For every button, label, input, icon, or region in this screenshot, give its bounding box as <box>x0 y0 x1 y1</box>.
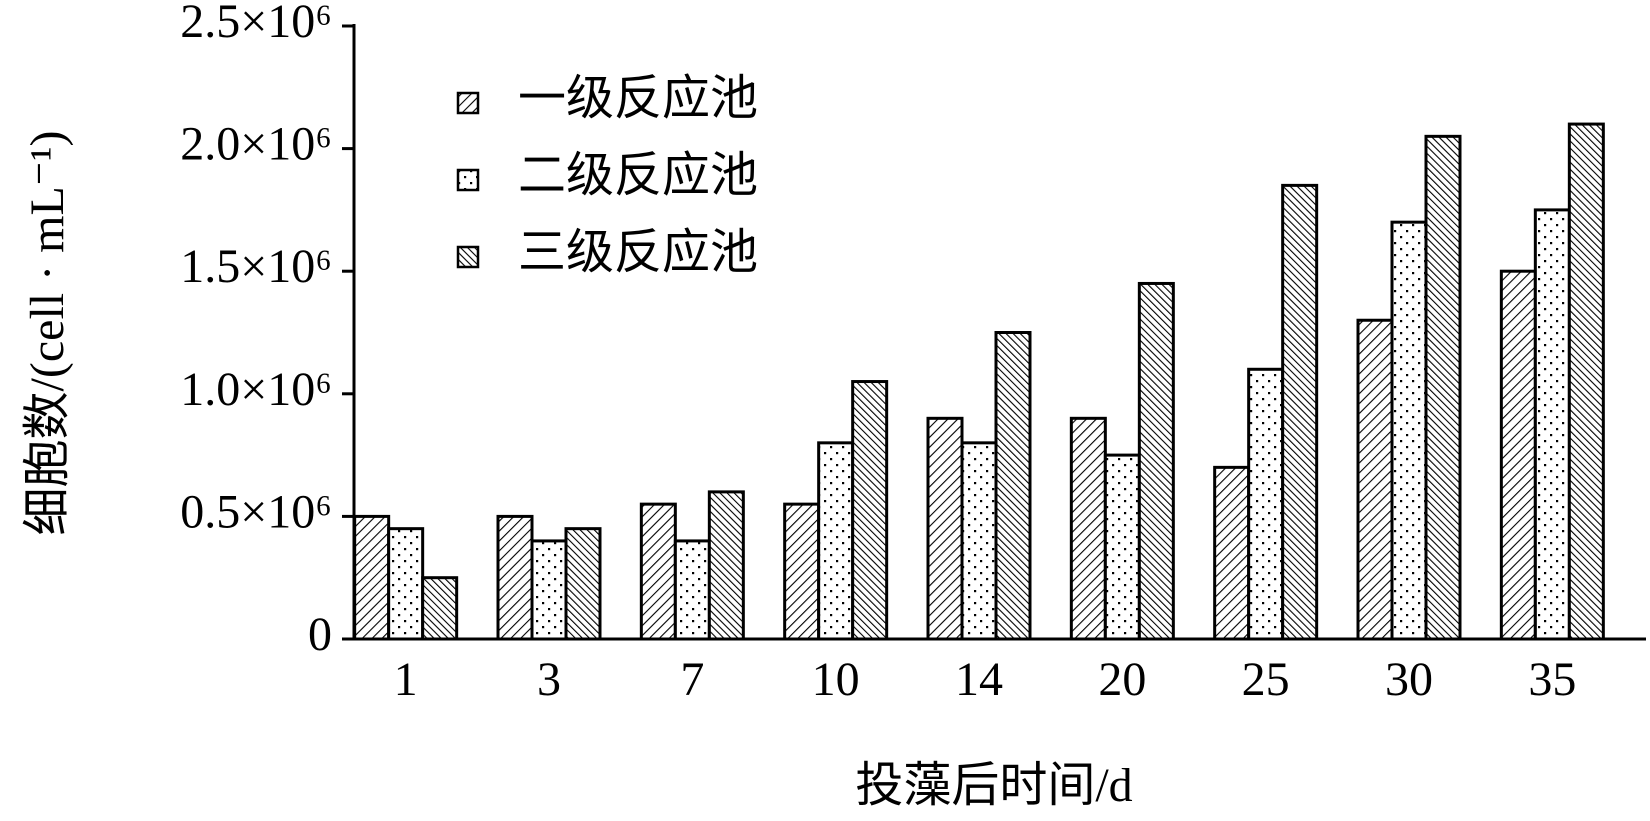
x-tick-label: 35 <box>1528 653 1576 706</box>
bar <box>926 416 964 641</box>
bar <box>1567 122 1605 641</box>
bar <box>1137 281 1175 641</box>
bar <box>496 514 534 641</box>
legend-label: 二级反应池 <box>518 149 758 202</box>
bar <box>960 441 998 641</box>
bar <box>1281 183 1319 641</box>
bar <box>1533 208 1571 641</box>
bar <box>707 490 745 641</box>
y-tick-label: 0 <box>308 608 332 661</box>
legend-swatch <box>456 245 480 269</box>
bar <box>564 527 602 641</box>
legend-label: 三级反应池 <box>518 226 758 279</box>
x-axis-title: 投藻后时间/d <box>855 759 1132 812</box>
y-axis-title: 细胞数/(cell · mL⁻¹) <box>21 131 74 536</box>
bar <box>1424 134 1462 641</box>
x-tick-label: 30 <box>1385 653 1433 706</box>
x-tick-label: 7 <box>680 653 704 706</box>
bar <box>994 331 1032 641</box>
x-tick-label: 25 <box>1242 653 1290 706</box>
bar <box>639 502 677 641</box>
bar <box>1390 220 1428 641</box>
bar <box>387 527 425 641</box>
legend-label: 一级反应池 <box>518 72 758 125</box>
x-tick-label: 14 <box>955 653 1003 706</box>
bar <box>1103 453 1141 641</box>
bar <box>421 576 459 641</box>
y-tick-label: 1.0×10⁶ <box>180 363 332 416</box>
bar <box>783 502 821 641</box>
bar <box>673 539 711 641</box>
x-tick-label: 10 <box>812 653 860 706</box>
x-tick-label: 20 <box>1098 653 1146 706</box>
bar <box>851 380 889 641</box>
x-tick-label: 1 <box>394 653 418 706</box>
y-tick-label: 2.5×10⁶ <box>180 0 332 48</box>
bar <box>530 539 568 641</box>
y-tick-label: 2.0×10⁶ <box>180 118 332 171</box>
y-tick-label: 0.5×10⁶ <box>180 485 332 538</box>
bar <box>1499 269 1537 641</box>
bar <box>817 441 855 641</box>
bar <box>1356 318 1394 641</box>
y-tick-label: 1.5×10⁶ <box>180 240 332 293</box>
legend-swatch <box>456 91 480 115</box>
bar <box>1069 416 1107 641</box>
legend-swatch <box>456 168 480 192</box>
bar <box>353 514 391 641</box>
bar <box>1247 367 1285 641</box>
bar <box>1213 465 1251 641</box>
x-tick-label: 3 <box>537 653 561 706</box>
